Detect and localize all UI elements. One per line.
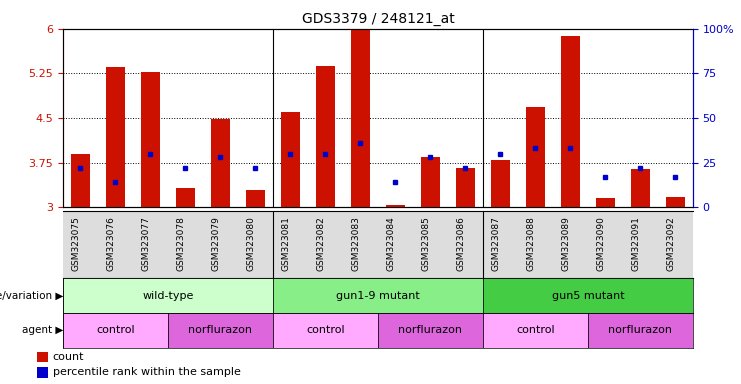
Bar [386, 205, 405, 207]
Bar [37, 367, 48, 378]
Bar [421, 157, 440, 207]
Text: norflurazon: norflurazon [188, 325, 253, 335]
Bar [456, 168, 475, 207]
Bar [491, 161, 510, 207]
Bar [211, 119, 230, 207]
Text: gun5 mutant: gun5 mutant [551, 291, 624, 301]
Text: GSM323077: GSM323077 [142, 217, 150, 271]
Bar [483, 278, 693, 313]
Bar [176, 188, 195, 207]
Text: control: control [96, 325, 135, 335]
Bar [63, 278, 273, 313]
Bar [273, 278, 483, 313]
Bar [561, 36, 580, 207]
Text: control: control [516, 325, 555, 335]
Text: GSM323080: GSM323080 [247, 217, 256, 271]
Text: GSM323092: GSM323092 [666, 217, 675, 271]
Text: norflurazon: norflurazon [399, 325, 462, 335]
Text: GSM323086: GSM323086 [456, 217, 465, 271]
Bar [378, 313, 483, 348]
Text: GSM323084: GSM323084 [386, 217, 396, 271]
Text: GSM323085: GSM323085 [422, 217, 431, 271]
Bar [316, 66, 335, 207]
Bar [631, 169, 650, 207]
Bar [37, 352, 48, 362]
Text: GSM323079: GSM323079 [211, 217, 221, 271]
Text: control: control [306, 325, 345, 335]
Bar [665, 197, 685, 207]
Text: GSM323083: GSM323083 [351, 217, 360, 271]
Bar [106, 68, 125, 207]
Bar [526, 108, 545, 207]
Text: GSM323081: GSM323081 [282, 217, 290, 271]
Text: norflurazon: norflurazon [608, 325, 672, 335]
Text: GSM323078: GSM323078 [176, 217, 185, 271]
Bar [483, 313, 588, 348]
Bar [246, 190, 265, 207]
Text: GSM323089: GSM323089 [562, 217, 571, 271]
Bar [596, 199, 615, 207]
Bar [63, 313, 168, 348]
Text: GSM323088: GSM323088 [526, 217, 535, 271]
Bar [588, 313, 693, 348]
Text: GSM323075: GSM323075 [71, 217, 81, 271]
Text: count: count [53, 352, 84, 362]
Bar [281, 112, 300, 207]
Text: GSM323076: GSM323076 [107, 217, 116, 271]
Text: GSM323091: GSM323091 [631, 217, 640, 271]
Bar [168, 313, 273, 348]
Bar [350, 30, 370, 207]
Text: genotype/variation ▶: genotype/variation ▶ [0, 291, 63, 301]
Title: GDS3379 / 248121_at: GDS3379 / 248121_at [302, 12, 454, 26]
Text: GSM323082: GSM323082 [316, 217, 325, 271]
Text: agent ▶: agent ▶ [21, 325, 63, 335]
Bar [141, 72, 160, 207]
Text: GSM323090: GSM323090 [597, 217, 605, 271]
Text: wild-type: wild-type [142, 291, 193, 301]
Bar [273, 313, 378, 348]
Bar [71, 154, 90, 207]
Text: gun1-9 mutant: gun1-9 mutant [336, 291, 420, 301]
Text: GSM323087: GSM323087 [491, 217, 500, 271]
Text: percentile rank within the sample: percentile rank within the sample [53, 367, 241, 377]
